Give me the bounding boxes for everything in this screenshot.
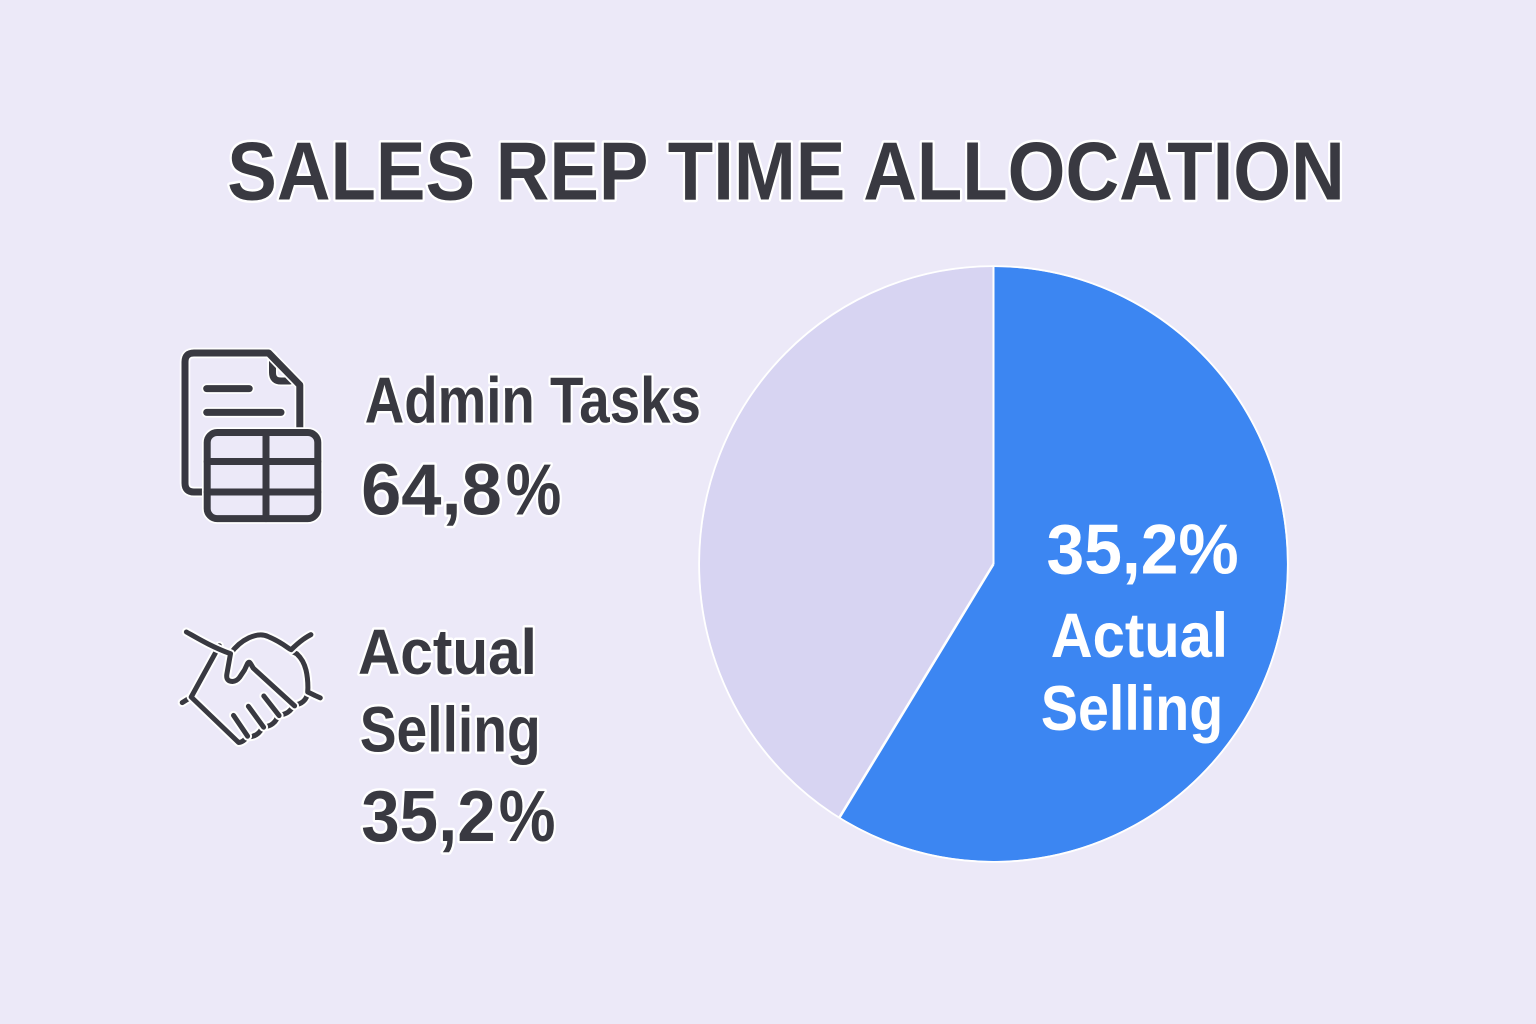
svg-text:35,2%: 35,2% xyxy=(1047,509,1239,589)
svg-text:Admin Tasks: Admin Tasks xyxy=(365,363,701,437)
svg-text:Actual: Actual xyxy=(358,616,537,688)
svg-text:Selling: Selling xyxy=(360,693,541,765)
svg-text:Actual: Actual xyxy=(1051,600,1228,671)
svg-text:SALES REP TIME ALLOCATION: SALES REP TIME ALLOCATION xyxy=(227,125,1344,217)
svg-text:%: % xyxy=(499,776,556,857)
svg-text:Selling: Selling xyxy=(1041,673,1223,744)
svg-text:64,8: 64,8 xyxy=(361,451,502,531)
svg-text:35,2: 35,2 xyxy=(361,776,496,857)
svg-text:%: % xyxy=(506,450,561,530)
